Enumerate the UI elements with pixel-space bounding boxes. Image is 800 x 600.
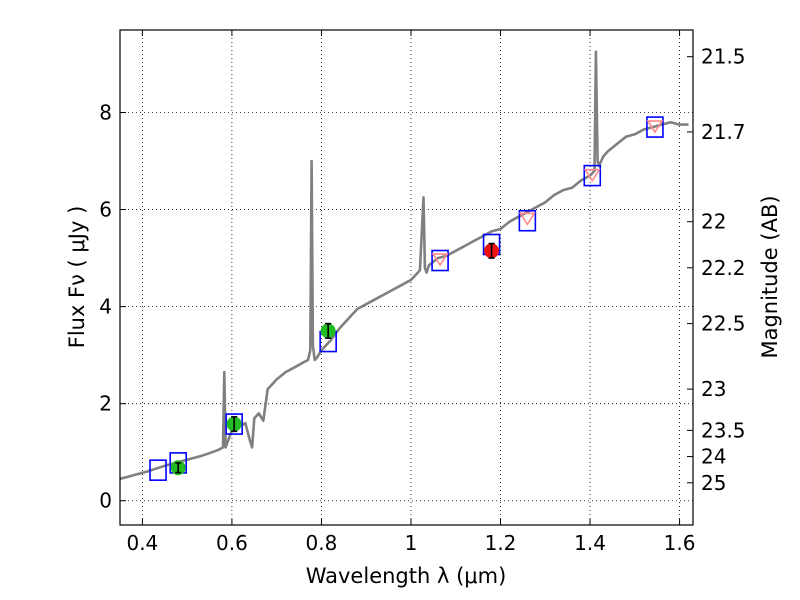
model-photometry-square	[518, 209, 537, 232]
model-photometry-square	[583, 164, 602, 187]
right-tick-label: 23.5	[701, 418, 746, 442]
right-tick-label: 22	[701, 210, 726, 234]
grid-lines	[120, 30, 693, 525]
plot-area	[120, 50, 689, 481]
model-photometry-square	[646, 116, 664, 138]
x-tick-label: 0.4	[126, 531, 158, 555]
upper-limit-marker	[431, 253, 449, 267]
y-axis-label: Flux Fν ( μJy )	[65, 206, 89, 349]
x-axis: 0.4 0.6 0.8 1 1.2 1.4 1.6	[126, 30, 695, 555]
data-series	[120, 50, 689, 481]
right-tick-label: 25	[701, 471, 726, 495]
x-tick-label: 1.6	[664, 531, 696, 555]
y-axis: 0 2 4 6 8	[99, 101, 126, 513]
model-photometry-square	[431, 249, 449, 272]
y-tick-label: 4	[99, 295, 112, 319]
right-tick-label: 23	[701, 377, 726, 401]
x-tick-label: 1.4	[574, 531, 606, 555]
right-tick-label: 21.7	[701, 120, 746, 144]
x-tick-label: 0.8	[306, 531, 338, 555]
y-axis-right-label: Magnitude (AB)	[758, 195, 782, 358]
upper-limit-marker	[646, 120, 664, 134]
right-tick-label: 22.2	[701, 256, 746, 280]
y-tick-label: 8	[99, 101, 112, 125]
x-tick-label: 0.6	[216, 531, 248, 555]
right-tick-label: 22.5	[701, 312, 746, 336]
plot-frame	[119, 29, 694, 526]
upper-limit-marker	[583, 168, 601, 183]
right-tick-label: 24	[701, 445, 726, 469]
y-tick-label: 0	[99, 489, 112, 513]
x-tick-label: 1	[405, 531, 418, 555]
model-photometry-square	[149, 459, 167, 481]
y-tick-label: 2	[99, 392, 112, 416]
model-photometry-square	[225, 413, 243, 435]
spectrum-line	[120, 50, 689, 481]
x-axis-label: Wavelength λ (μm)	[306, 564, 507, 588]
right-tick-label: 21.5	[701, 45, 746, 69]
upper-limit-marker	[518, 212, 536, 226]
x-tick-label: 1.2	[485, 531, 517, 555]
y-tick-label: 6	[99, 198, 112, 222]
